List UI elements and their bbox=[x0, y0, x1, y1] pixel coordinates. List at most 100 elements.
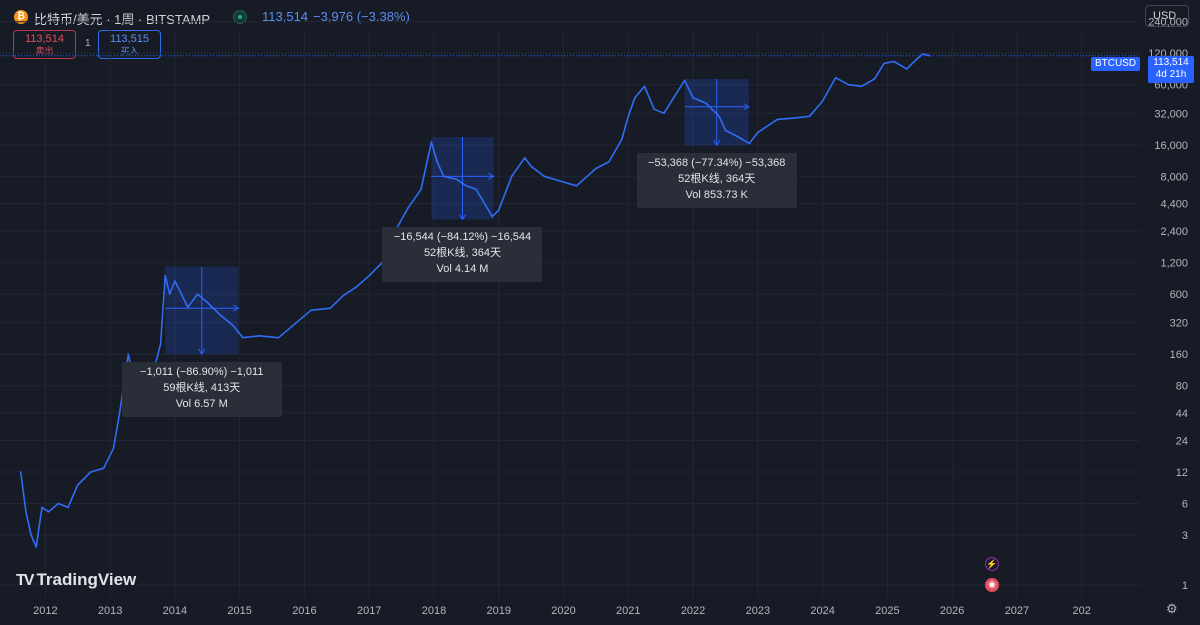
drawdown-label-line: 52根K线, 364天 bbox=[423, 247, 501, 260]
x-tick-label: 2015 bbox=[227, 605, 251, 617]
data-point bbox=[621, 138, 623, 141]
tradingview-logo-icon: TV bbox=[16, 572, 35, 589]
x-tick-label: 2017 bbox=[357, 605, 381, 617]
data-point bbox=[47, 510, 50, 513]
data-point bbox=[355, 286, 358, 288]
data-point bbox=[219, 314, 222, 316]
last-price: 113,514 bbox=[262, 9, 309, 24]
drawdown-label-line: −16,544 (−84.12%) −16,544 bbox=[393, 231, 532, 244]
data-point bbox=[430, 141, 433, 143]
data-point bbox=[633, 97, 636, 99]
chart-header: ₿ 比特币/美元 · 1周 · BITSTAMP 113,514 −3,976 … bbox=[0, 0, 1200, 30]
y-tick-label: 4,400 bbox=[1160, 199, 1188, 211]
data-point bbox=[497, 209, 500, 211]
data-point bbox=[873, 78, 876, 80]
y-tick-label: 32,000 bbox=[1154, 108, 1188, 120]
price-series bbox=[0, 53, 1140, 548]
data-point bbox=[847, 83, 850, 86]
data-point bbox=[368, 274, 371, 277]
data-point bbox=[672, 97, 675, 99]
x-tick-label: 2026 bbox=[940, 605, 964, 617]
data-point bbox=[127, 353, 130, 355]
data-point bbox=[407, 207, 409, 209]
data-point bbox=[523, 157, 526, 159]
drawdown-arrow-head bbox=[233, 304, 240, 312]
data-point bbox=[705, 102, 707, 104]
y-tick-label: 320 bbox=[1170, 318, 1188, 330]
data-point bbox=[112, 447, 115, 450]
data-point bbox=[595, 167, 597, 170]
symbol-title[interactable]: 比特币/美元 · 1周 · BITSTAMP bbox=[34, 12, 210, 27]
data-point bbox=[297, 320, 299, 323]
flash-event-icon[interactable]: ⚡ bbox=[985, 557, 999, 571]
data-point bbox=[663, 112, 665, 115]
y-tick-label: 16,000 bbox=[1154, 140, 1188, 152]
data-point bbox=[475, 188, 477, 191]
sell-button[interactable]: 113,514 卖出 bbox=[13, 30, 76, 59]
data-point bbox=[41, 506, 43, 509]
y-tick-label: 240,000 bbox=[1148, 17, 1188, 29]
y-tick-label: 3 bbox=[1182, 530, 1188, 542]
x-tick-label: 2013 bbox=[98, 605, 122, 617]
settings-gear-icon[interactable]: ⚙ bbox=[1166, 601, 1178, 616]
drawdown-label-line: −1,011 (−86.90%) −1,011 bbox=[140, 366, 264, 379]
data-point bbox=[575, 184, 578, 187]
data-point bbox=[258, 334, 260, 337]
data-point bbox=[757, 131, 759, 134]
drawdown-arrow-head bbox=[743, 103, 750, 111]
us-flag-event-icon[interactable]: ◉ bbox=[985, 578, 999, 592]
data-point bbox=[915, 58, 918, 61]
currency-select[interactable]: USD bbox=[1145, 5, 1189, 27]
data-point bbox=[530, 165, 532, 167]
drawdown-label-line: 59根K线, 413天 bbox=[163, 382, 241, 395]
symbol-tag: BTCUSD bbox=[1091, 57, 1140, 71]
data-point bbox=[35, 546, 38, 548]
brand-name: TradingView bbox=[36, 570, 137, 589]
data-point bbox=[883, 62, 885, 65]
data-point bbox=[206, 301, 209, 304]
data-point bbox=[821, 100, 824, 102]
data-point bbox=[692, 97, 694, 99]
data-point bbox=[164, 274, 166, 277]
data-point bbox=[491, 215, 494, 218]
data-point bbox=[922, 53, 924, 55]
data-point bbox=[808, 115, 811, 118]
y-tick-label: 2,400 bbox=[1160, 226, 1188, 238]
y-tick-label: 24 bbox=[1176, 435, 1188, 447]
data-point bbox=[455, 178, 458, 181]
data-point bbox=[67, 506, 69, 509]
data-point bbox=[342, 294, 345, 297]
y-tick-label: 8,000 bbox=[1160, 171, 1188, 183]
data-point bbox=[906, 68, 908, 70]
drawdown-label-line: Vol 4.14 M bbox=[436, 263, 489, 276]
data-point bbox=[737, 136, 740, 138]
data-point bbox=[608, 161, 610, 163]
buy-button[interactable]: 113,515 买入 bbox=[98, 30, 161, 59]
data-point bbox=[57, 502, 60, 505]
x-tick-label: 2022 bbox=[681, 605, 705, 617]
x-tick-label: 2014 bbox=[163, 605, 187, 617]
bitcoin-icon[interactable]: ₿ bbox=[14, 10, 28, 24]
data-point bbox=[232, 324, 234, 327]
data-point bbox=[329, 307, 332, 309]
data-point bbox=[893, 60, 895, 63]
data-point bbox=[465, 184, 468, 187]
x-tick-label: 2018 bbox=[422, 605, 446, 617]
data-point bbox=[180, 293, 183, 295]
data-point bbox=[776, 118, 779, 121]
data-point bbox=[159, 343, 162, 345]
price-line bbox=[19, 53, 930, 548]
data-point bbox=[89, 471, 92, 473]
data-point bbox=[436, 161, 439, 163]
y-tick-label: 160 bbox=[1170, 349, 1188, 361]
tradingview-watermark[interactable]: TV TradingView bbox=[16, 570, 136, 590]
y-tick-label: 1 bbox=[1182, 580, 1188, 592]
data-point bbox=[38, 527, 40, 529]
drawdown-label-line: Vol 853.73 K bbox=[685, 189, 748, 202]
data-point bbox=[543, 175, 545, 178]
data-point bbox=[168, 293, 171, 295]
drawdown-label-line: Vol 6.57 M bbox=[175, 398, 228, 411]
data-point bbox=[510, 175, 513, 178]
y-tick-label: 80 bbox=[1176, 381, 1188, 393]
